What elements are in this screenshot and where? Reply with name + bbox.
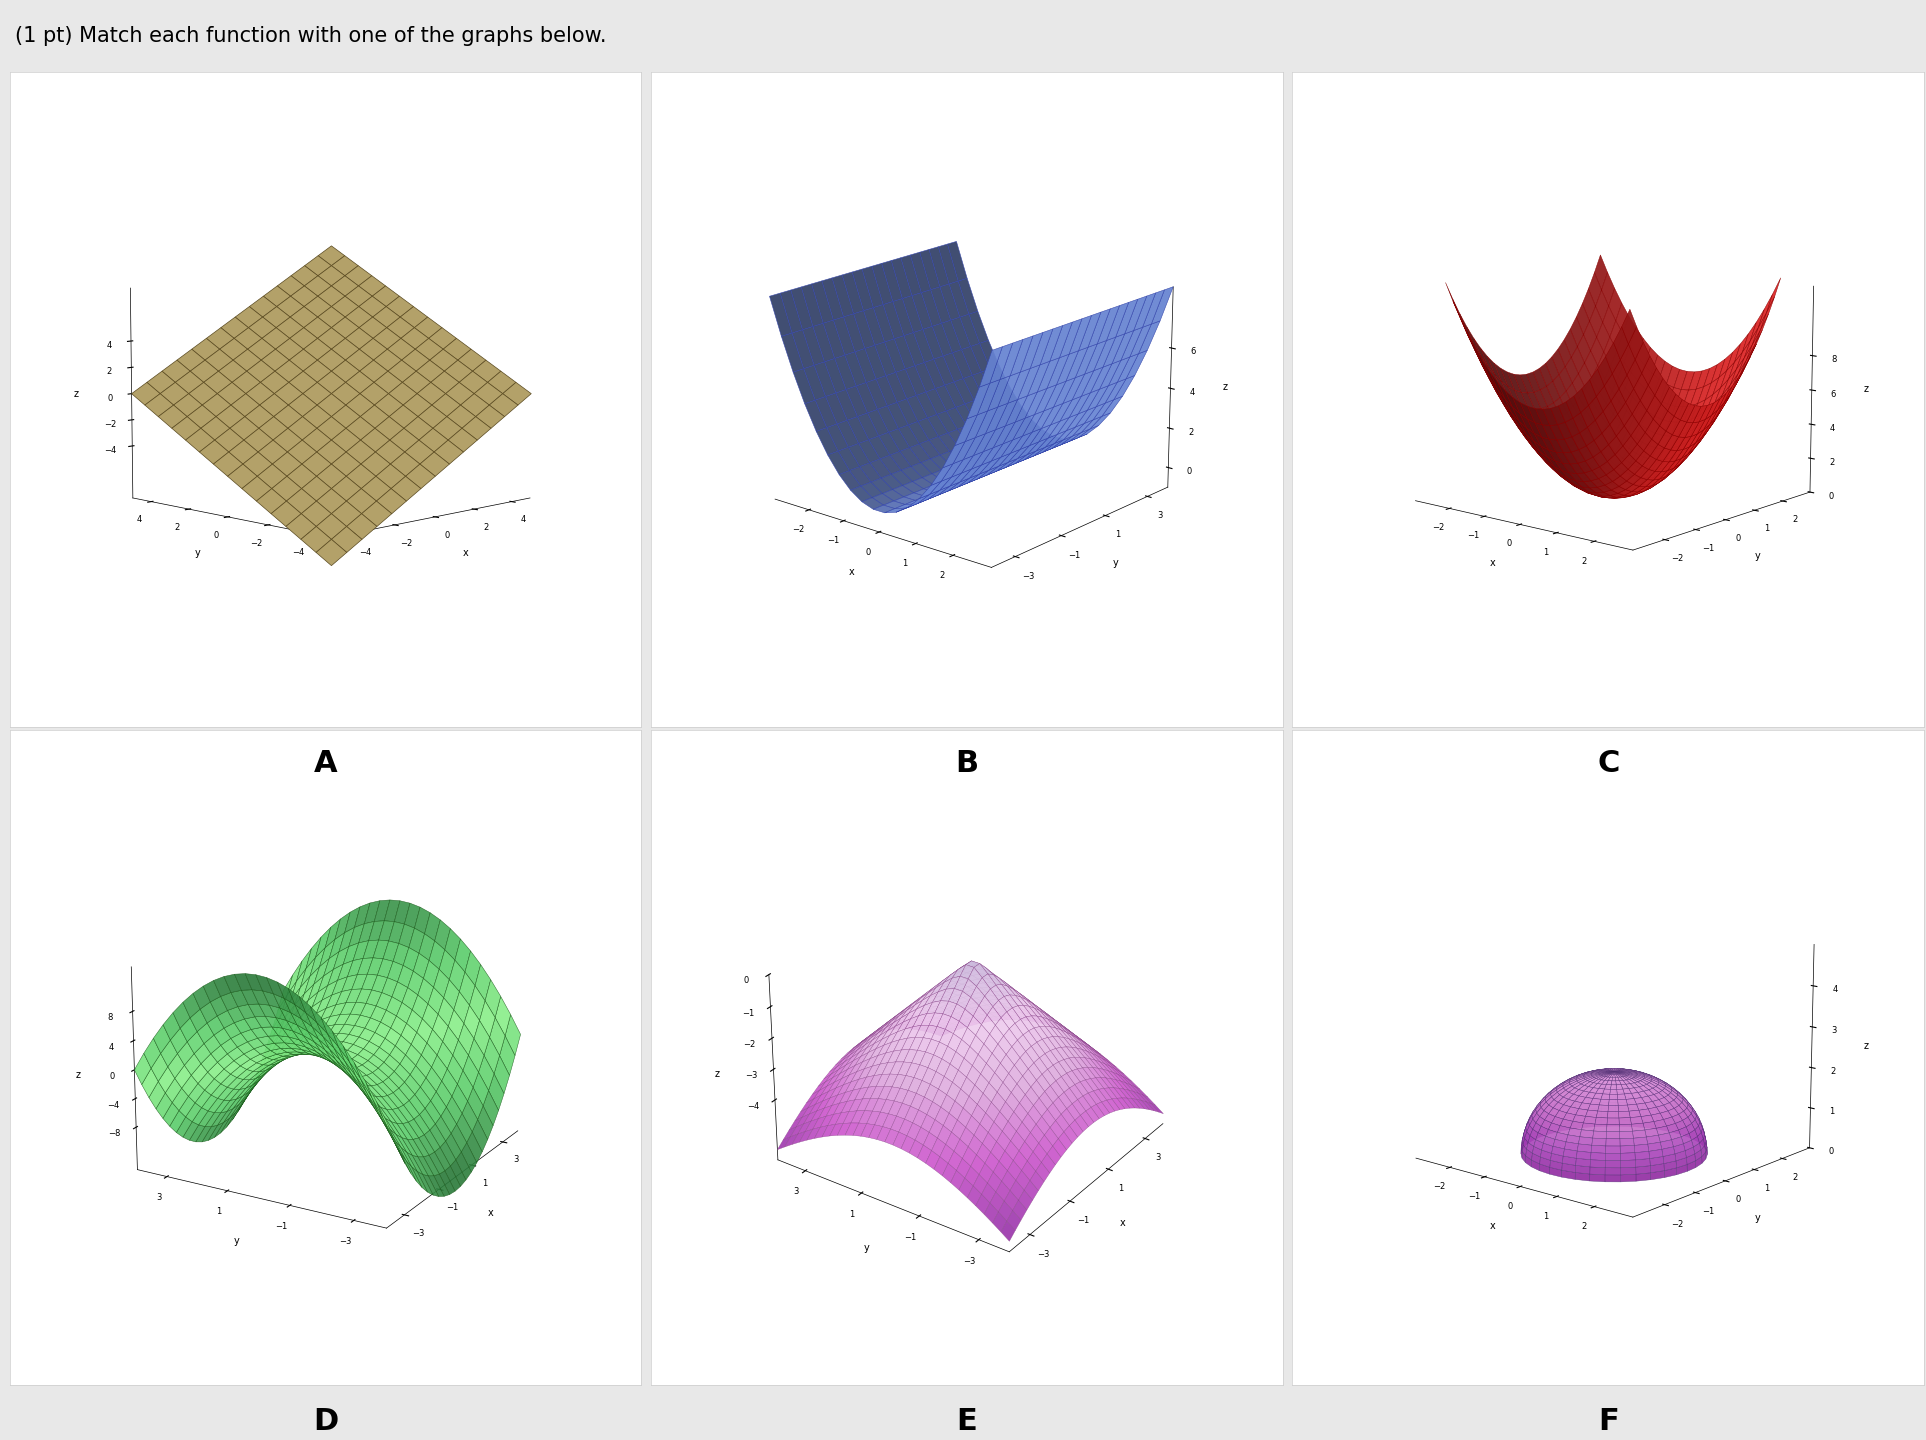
Y-axis label: y: y <box>1113 559 1119 569</box>
Text: F: F <box>1599 1407 1618 1436</box>
Text: D: D <box>312 1407 339 1436</box>
X-axis label: x: x <box>1489 557 1495 567</box>
Text: C: C <box>1597 749 1620 778</box>
Text: B: B <box>955 749 978 778</box>
X-axis label: x: x <box>1491 1221 1497 1231</box>
Text: A: A <box>314 749 337 778</box>
Text: (1 pt) Match each function with one of the graphs below.: (1 pt) Match each function with one of t… <box>15 26 607 46</box>
Y-axis label: y: y <box>863 1243 869 1253</box>
X-axis label: x: x <box>462 549 468 557</box>
X-axis label: x: x <box>487 1208 493 1218</box>
Y-axis label: y: y <box>235 1236 241 1246</box>
X-axis label: x: x <box>1119 1218 1125 1227</box>
Y-axis label: y: y <box>195 549 200 557</box>
Y-axis label: y: y <box>1755 552 1760 562</box>
X-axis label: x: x <box>849 567 855 577</box>
Y-axis label: y: y <box>1755 1212 1760 1223</box>
Text: E: E <box>957 1407 976 1436</box>
